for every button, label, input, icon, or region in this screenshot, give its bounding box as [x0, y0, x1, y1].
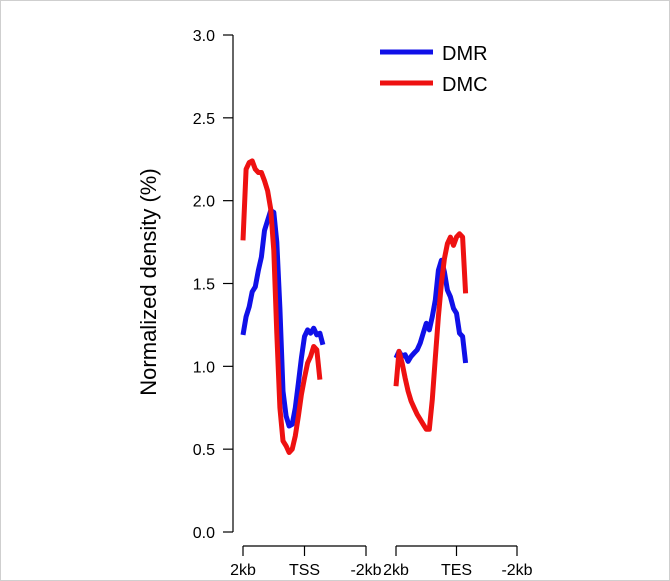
series-line-dmc-panel-2: [393, 231, 469, 432]
x-axis-tes: 2kb TES -2kb: [383, 545, 533, 579]
x-tick-label: -2kb: [350, 562, 381, 579]
series-line-dmc-panel-1: [240, 158, 323, 455]
y-tick-label: 3.0: [193, 28, 215, 45]
legend-label: DMC: [442, 74, 488, 96]
legend-label: DMR: [442, 43, 488, 65]
y-tick-label: 0.5: [193, 442, 215, 459]
y-axis: 0.0 0.5 1.0 1.5 2.0 2.5 3.0: [193, 28, 234, 542]
y-tick-label: 0.0: [193, 525, 215, 542]
y-tick-label: 1.0: [193, 359, 215, 376]
x-tick-label: 2kb: [230, 562, 256, 579]
x-tick-label: TSS: [289, 562, 320, 579]
y-axis-label: Normalized density (%): [136, 168, 161, 395]
series-lines: [240, 158, 469, 455]
y-tick-label: 2.0: [193, 194, 215, 211]
y-tick-label: 1.5: [193, 277, 215, 294]
series-line-dmr-panel-2: [393, 257, 469, 364]
series-line-dmr-panel-1: [240, 208, 326, 429]
x-axis-tss: 2kb TSS -2kb: [230, 545, 382, 579]
x-tick-label: TES: [441, 562, 472, 579]
x-tick-label: 2kb: [383, 562, 409, 579]
legend: DMR DMC: [380, 43, 488, 96]
x-tick-label: -2kb: [501, 562, 532, 579]
y-tick-label: 2.5: [193, 111, 215, 128]
